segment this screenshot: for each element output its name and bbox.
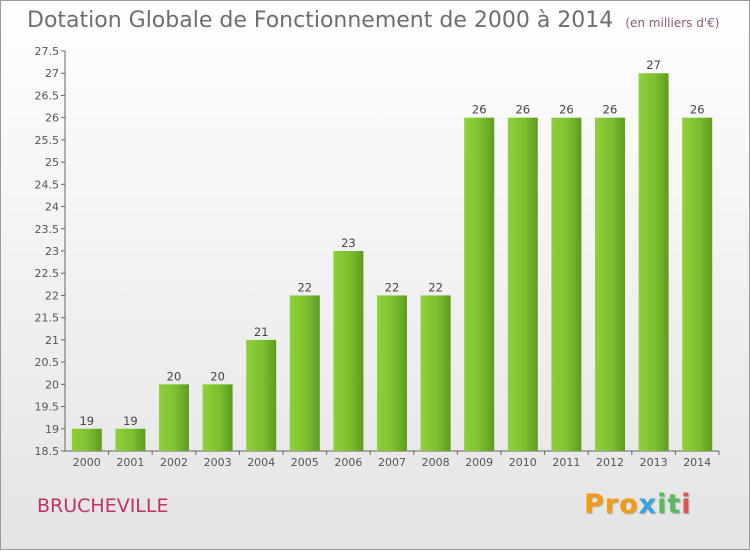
x-tick-label-2011: 2011 bbox=[552, 456, 580, 469]
bar-2007 bbox=[377, 295, 407, 451]
y-tick-label: 26.5 bbox=[35, 89, 60, 102]
x-tick-label-2009: 2009 bbox=[465, 456, 493, 469]
bar-2002 bbox=[159, 384, 189, 451]
data-label-2008: 22 bbox=[428, 280, 443, 294]
data-label-2004: 21 bbox=[254, 325, 269, 339]
y-tick-label: 18.5 bbox=[35, 445, 60, 458]
x-tick-label-2010: 2010 bbox=[509, 456, 537, 469]
x-tick-label-2014: 2014 bbox=[683, 456, 711, 469]
y-tick-label: 24.5 bbox=[35, 178, 60, 191]
bar-2013 bbox=[638, 73, 669, 451]
bar-2009 bbox=[464, 117, 495, 452]
bar-2014 bbox=[682, 117, 713, 452]
x-tick-label-2007: 2007 bbox=[378, 456, 406, 469]
y-tick-label: 21 bbox=[45, 334, 59, 347]
y-tick-label: 20 bbox=[45, 378, 59, 391]
data-label-2000: 19 bbox=[79, 414, 94, 428]
proxiti-logo: Proxiti bbox=[584, 489, 692, 520]
bar-2004 bbox=[246, 339, 277, 451]
y-tick-label: 19.5 bbox=[35, 401, 60, 414]
data-label-2005: 22 bbox=[297, 280, 312, 294]
data-label-2014: 26 bbox=[690, 103, 705, 117]
x-tick-label-2006: 2006 bbox=[334, 456, 362, 469]
y-tick-label: 23.5 bbox=[35, 223, 60, 236]
data-label-2011: 26 bbox=[559, 103, 574, 117]
y-tick-label: 22.5 bbox=[35, 267, 60, 280]
bar-2008 bbox=[420, 295, 451, 451]
y-tick-label: 19 bbox=[45, 423, 59, 436]
x-tick-label-2002: 2002 bbox=[160, 456, 188, 469]
y-tick-label: 22 bbox=[45, 289, 59, 302]
x-tick-label-2012: 2012 bbox=[596, 456, 624, 469]
data-label-2009: 26 bbox=[472, 103, 487, 117]
bar-2006 bbox=[333, 251, 364, 451]
bar-2011 bbox=[551, 117, 582, 452]
y-tick-label: 24 bbox=[45, 201, 59, 214]
bar-2005 bbox=[289, 295, 320, 451]
y-tick-label: 23 bbox=[45, 245, 59, 258]
y-tick-label: 20.5 bbox=[35, 356, 60, 369]
data-label-2013: 27 bbox=[646, 58, 661, 72]
x-tick-label-2013: 2013 bbox=[640, 456, 668, 469]
x-tick-label-2008: 2008 bbox=[422, 456, 450, 469]
bar-2003 bbox=[202, 384, 233, 451]
commune-name: BRUCHEVILLE bbox=[37, 495, 169, 517]
data-label-2002: 20 bbox=[167, 369, 182, 383]
data-label-2006: 23 bbox=[341, 236, 356, 250]
y-tick-label: 25 bbox=[45, 156, 59, 169]
chart-unit-note: (en milliers d'€) bbox=[625, 16, 720, 30]
y-tick-label: 27 bbox=[45, 67, 59, 80]
y-tick-label: 27.5 bbox=[35, 45, 60, 58]
data-label-2010: 26 bbox=[515, 103, 530, 117]
chart-title: Dotation Globale de Fonctionnement de 20… bbox=[27, 8, 719, 33]
data-label-2007: 22 bbox=[385, 280, 400, 294]
data-label-2003: 20 bbox=[210, 369, 225, 383]
y-tick-label: 25.5 bbox=[35, 134, 60, 147]
x-tick-label-2000: 2000 bbox=[73, 456, 101, 469]
bar-2001 bbox=[115, 428, 146, 451]
y-tick-label: 26 bbox=[45, 112, 59, 125]
data-label-2012: 26 bbox=[603, 103, 618, 117]
x-tick-label-2001: 2001 bbox=[116, 456, 144, 469]
x-tick-label-2003: 2003 bbox=[204, 456, 232, 469]
x-tick-label-2004: 2004 bbox=[247, 456, 275, 469]
x-tick-label-2005: 2005 bbox=[291, 456, 319, 469]
bar-2010 bbox=[507, 117, 538, 452]
y-tick-label: 21.5 bbox=[35, 312, 60, 325]
chart-title-text: Dotation Globale de Fonctionnement de 20… bbox=[27, 8, 614, 33]
bar-2012 bbox=[595, 117, 625, 452]
bar-2000 bbox=[71, 428, 102, 451]
data-label-2001: 19 bbox=[123, 414, 138, 428]
